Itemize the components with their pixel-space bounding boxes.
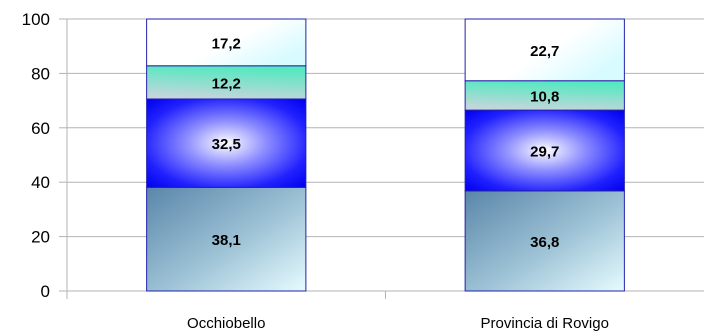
data-label: 22,7 — [530, 43, 559, 60]
data-label: 38,1 — [212, 232, 241, 249]
data-label: 12,2 — [212, 75, 241, 92]
bar-segment — [146, 18, 307, 67]
bar-segment — [146, 98, 307, 188]
x-category-label: Occhiobello — [187, 315, 265, 331]
y-tick-label: 100 — [22, 10, 50, 29]
bar-segment — [464, 109, 625, 192]
bars — [146, 18, 625, 292]
data-label: 10,8 — [530, 88, 559, 105]
x-category-label: Provincia di Rovigo — [481, 315, 609, 331]
bar-segment — [146, 65, 307, 100]
y-tick-label: 20 — [31, 228, 50, 247]
data-label: 36,8 — [530, 234, 559, 251]
data-label: 17,2 — [212, 35, 241, 52]
bar-segment — [464, 18, 625, 82]
y-tick-label: 60 — [31, 119, 50, 138]
data-label: 32,5 — [212, 136, 241, 153]
bar-segment — [464, 190, 625, 292]
bar-segment — [146, 186, 307, 292]
axes — [59, 18, 386, 299]
data-label: 29,7 — [530, 144, 559, 161]
y-tick-label: 0 — [41, 282, 50, 301]
labels: 0 20 40 60 80 100 38,1 32,5 12,2 17,2 Occhiobello 3… — [22, 10, 609, 331]
y-tick-label: 80 — [31, 64, 50, 83]
y-tick-label: 40 — [31, 173, 50, 192]
